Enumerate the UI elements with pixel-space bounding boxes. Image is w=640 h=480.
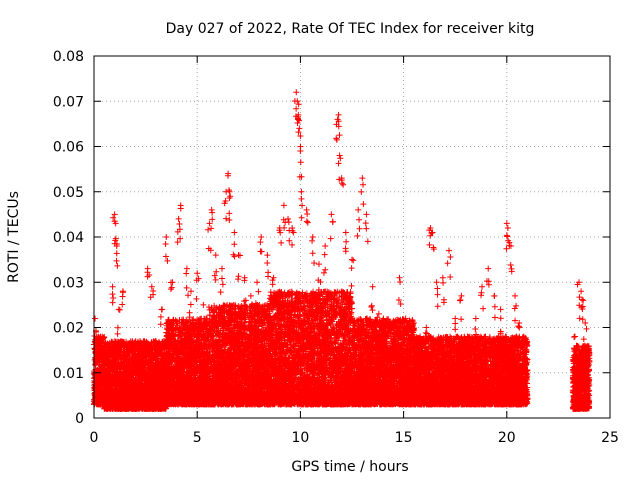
data-points xyxy=(91,89,593,412)
chart-title: Day 027 of 2022, Rate Of TEC Index for r… xyxy=(166,21,535,37)
